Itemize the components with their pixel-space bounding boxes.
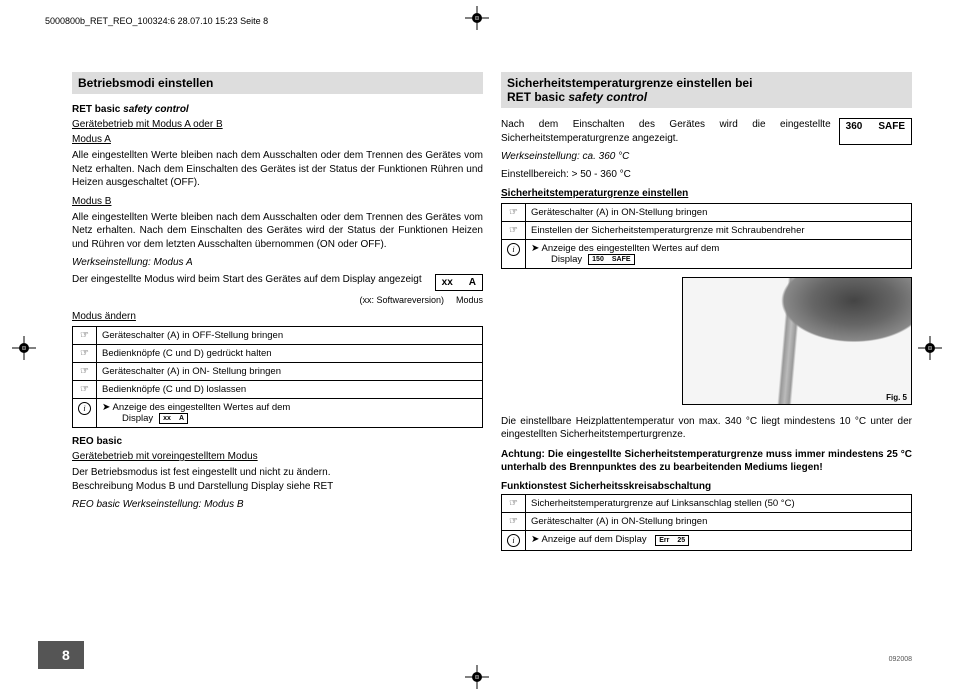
pointer-icon: ☞ bbox=[509, 225, 518, 236]
modus-aendern-heading: Modus ändern bbox=[72, 311, 483, 322]
reo-basic-sub: Gerätebetrieb mit voreingestelltem Modus bbox=[72, 451, 483, 462]
funktionstest-heading: Funktionstest Sicherheitsskreisabschaltu… bbox=[501, 481, 912, 492]
modus-a-heading: Modus A bbox=[72, 134, 483, 145]
pointer-icon: ☞ bbox=[80, 384, 89, 395]
display-box-small: xxA bbox=[159, 413, 188, 424]
info-icon: i bbox=[78, 402, 91, 415]
display-box-small: Err25 bbox=[655, 535, 689, 546]
sub-modus-ab: Gerätebetrieb mit Modus A oder B bbox=[72, 119, 483, 130]
register-mark-icon bbox=[465, 6, 489, 30]
table-modus-aendern: ☞Geräteschalter (A) in OFF-Stellung brin… bbox=[72, 326, 483, 428]
arrow-icon: ➤ bbox=[531, 534, 539, 545]
display-box-360-safe: 360SAFE bbox=[839, 118, 912, 145]
right-column: Sicherheitstemperaturgrenze einstellen b… bbox=[501, 72, 912, 559]
ret-basic-heading: RET basic safety control bbox=[72, 104, 483, 115]
achtung-text: Achtung: Die eingestellte Sicherheitstem… bbox=[501, 448, 912, 475]
register-mark-icon bbox=[918, 336, 942, 360]
pointer-icon: ☞ bbox=[509, 498, 518, 509]
left-column: Betriebsmodi einstellen RET basic safety… bbox=[72, 72, 483, 559]
reo-text-2: Beschreibung Modus B und Darstellung Dis… bbox=[72, 480, 483, 494]
display-box-xx-a: xxA bbox=[435, 274, 483, 291]
reo-text-1: Der Betriebsmodus ist fest eingestellt u… bbox=[72, 466, 483, 480]
footer-code: 092008 bbox=[889, 656, 912, 663]
display-description: Der eingestellte Modus wird beim Start d… bbox=[72, 274, 435, 285]
register-mark-icon bbox=[465, 665, 489, 689]
modus-b-heading: Modus B bbox=[72, 196, 483, 207]
table-sicherheit-einstellen: ☞Geräteschalter (A) in ON-Stellung bring… bbox=[501, 203, 912, 269]
pointer-icon: ☞ bbox=[80, 348, 89, 359]
display-axis-labels: (xx: Softwareversion) Modus bbox=[72, 295, 483, 305]
einstellbereich: Einstellbereich: > 50 - 360 °C bbox=[501, 168, 912, 182]
arrow-icon: ➤ bbox=[102, 402, 110, 413]
werkseinstellung-a: Werkseinstellung: Modus A bbox=[72, 257, 483, 268]
register-mark-icon bbox=[12, 336, 36, 360]
sicherheit-einstellen-heading: Sicherheitstemperaturgrenze einstellen bbox=[501, 188, 912, 199]
page-number: 8 bbox=[38, 641, 84, 669]
pointer-icon: ☞ bbox=[509, 516, 518, 527]
info-icon: i bbox=[507, 534, 520, 547]
heading-sicherheit: Sicherheitstemperaturgrenze einstellen b… bbox=[501, 72, 912, 108]
pointer-icon: ☞ bbox=[509, 207, 518, 218]
display-box-small: 150SAFE bbox=[588, 254, 634, 265]
reo-werkseinstellung: REO basic Werkseinstellung: Modus B bbox=[72, 499, 483, 510]
table-funktionstest: ☞Sicherheitstemperaturgrenze auf Linksan… bbox=[501, 494, 912, 551]
heading-betriebsmodi: Betriebsmodi einstellen bbox=[72, 72, 483, 94]
reo-basic-heading: REO basic bbox=[72, 436, 483, 447]
intro-text: Nach dem Einschalten des Gerätes wird di… bbox=[501, 118, 831, 145]
figure-5: Fig. 5 bbox=[682, 277, 912, 405]
pointer-icon: ☞ bbox=[80, 330, 89, 341]
werkseinstellung-360: Werkseinstellung: ca. 360 °C bbox=[501, 151, 912, 162]
modus-b-text: Alle eingestellten Werte bleiben nach de… bbox=[72, 211, 483, 252]
modus-a-text: Alle eingestellten Werte bleiben nach de… bbox=[72, 149, 483, 190]
arrow-icon: ➤ bbox=[531, 243, 539, 254]
pointer-icon: ☞ bbox=[80, 366, 89, 377]
para-340: Die einstellbare Heizplattentemperatur v… bbox=[501, 415, 912, 442]
info-icon: i bbox=[507, 243, 520, 256]
